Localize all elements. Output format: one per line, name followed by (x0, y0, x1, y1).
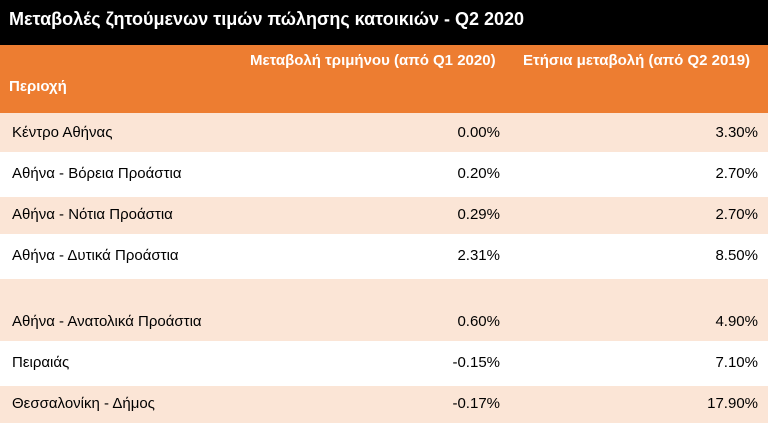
table-row: Αθήνα - Ανατολικά Προάστια 0.60% 4.90% (0, 277, 768, 345)
quarterly-change-cell: 0.60% (240, 277, 510, 345)
annual-change-cell: 7.10% (510, 343, 768, 386)
quarterly-change-cell: 0.20% (240, 154, 510, 197)
region-cell: Αθήνα - Βόρεια Προάστια (0, 154, 240, 197)
table-row: Πειραιάς -0.15% 7.10% (0, 343, 768, 386)
header-region: Περιοχή (9, 78, 67, 95)
table-row: Αθήνα - Βόρεια Προάστια 0.20% 2.70% (0, 154, 768, 197)
quarterly-change-cell: -0.15% (240, 343, 510, 386)
annual-change-cell: 2.70% (510, 154, 768, 197)
quarterly-change-cell: 0.29% (240, 195, 510, 238)
price-change-table: Περιοχή Μεταβολή τριμήνου (από Q1 2020) … (0, 45, 768, 427)
quarterly-change-cell: 2.31% (240, 236, 510, 279)
table-row: Αθήνα - Δυτικά Προάστια 2.31% 8.50% (0, 236, 768, 279)
header-quarterly-change: Μεταβολή τριμήνου (από Q1 2020) (250, 52, 496, 69)
region-cell: Αθήνα - Νότια Προάστια (0, 195, 240, 238)
region-cell: Αθήνα - Ανατολικά Προάστια (0, 277, 240, 345)
table-row: Κέντρο Αθήνας 0.00% 3.30% (0, 113, 768, 156)
annual-change-cell: 8.50% (510, 236, 768, 279)
annual-change-cell: 2.70% (510, 195, 768, 238)
region-cell: Αθήνα - Δυτικά Προάστια (0, 236, 240, 279)
table-body: Κέντρο Αθήνας 0.00% 3.30% Αθήνα - Βόρεια… (0, 113, 768, 427)
table-header: Περιοχή Μεταβολή τριμήνου (από Q1 2020) … (0, 45, 768, 113)
table-row: Αθήνα - Νότια Προάστια 0.29% 2.70% (0, 195, 768, 238)
header-annual-change: Ετήσια μεταβολή (από Q2 2019) (523, 52, 751, 69)
annual-change-cell: 4.90% (510, 277, 768, 345)
table-row: Θεσσαλονίκη - Δήμος -0.17% 17.90% (0, 384, 768, 427)
annual-change-cell: 3.30% (510, 113, 768, 156)
region-cell: Θεσσαλονίκη - Δήμος (0, 384, 240, 427)
quarterly-change-cell: -0.17% (240, 384, 510, 427)
quarterly-change-cell: 0.00% (240, 113, 510, 156)
header-row: Περιοχή Μεταβολή τριμήνου (από Q1 2020) … (0, 45, 768, 113)
region-cell: Πειραιάς (0, 343, 240, 386)
table-title: Μεταβολές ζητούμενων τιμών πώλησης κατοι… (0, 0, 768, 45)
region-cell: Κέντρο Αθήνας (0, 113, 240, 156)
annual-change-cell: 17.90% (510, 384, 768, 427)
